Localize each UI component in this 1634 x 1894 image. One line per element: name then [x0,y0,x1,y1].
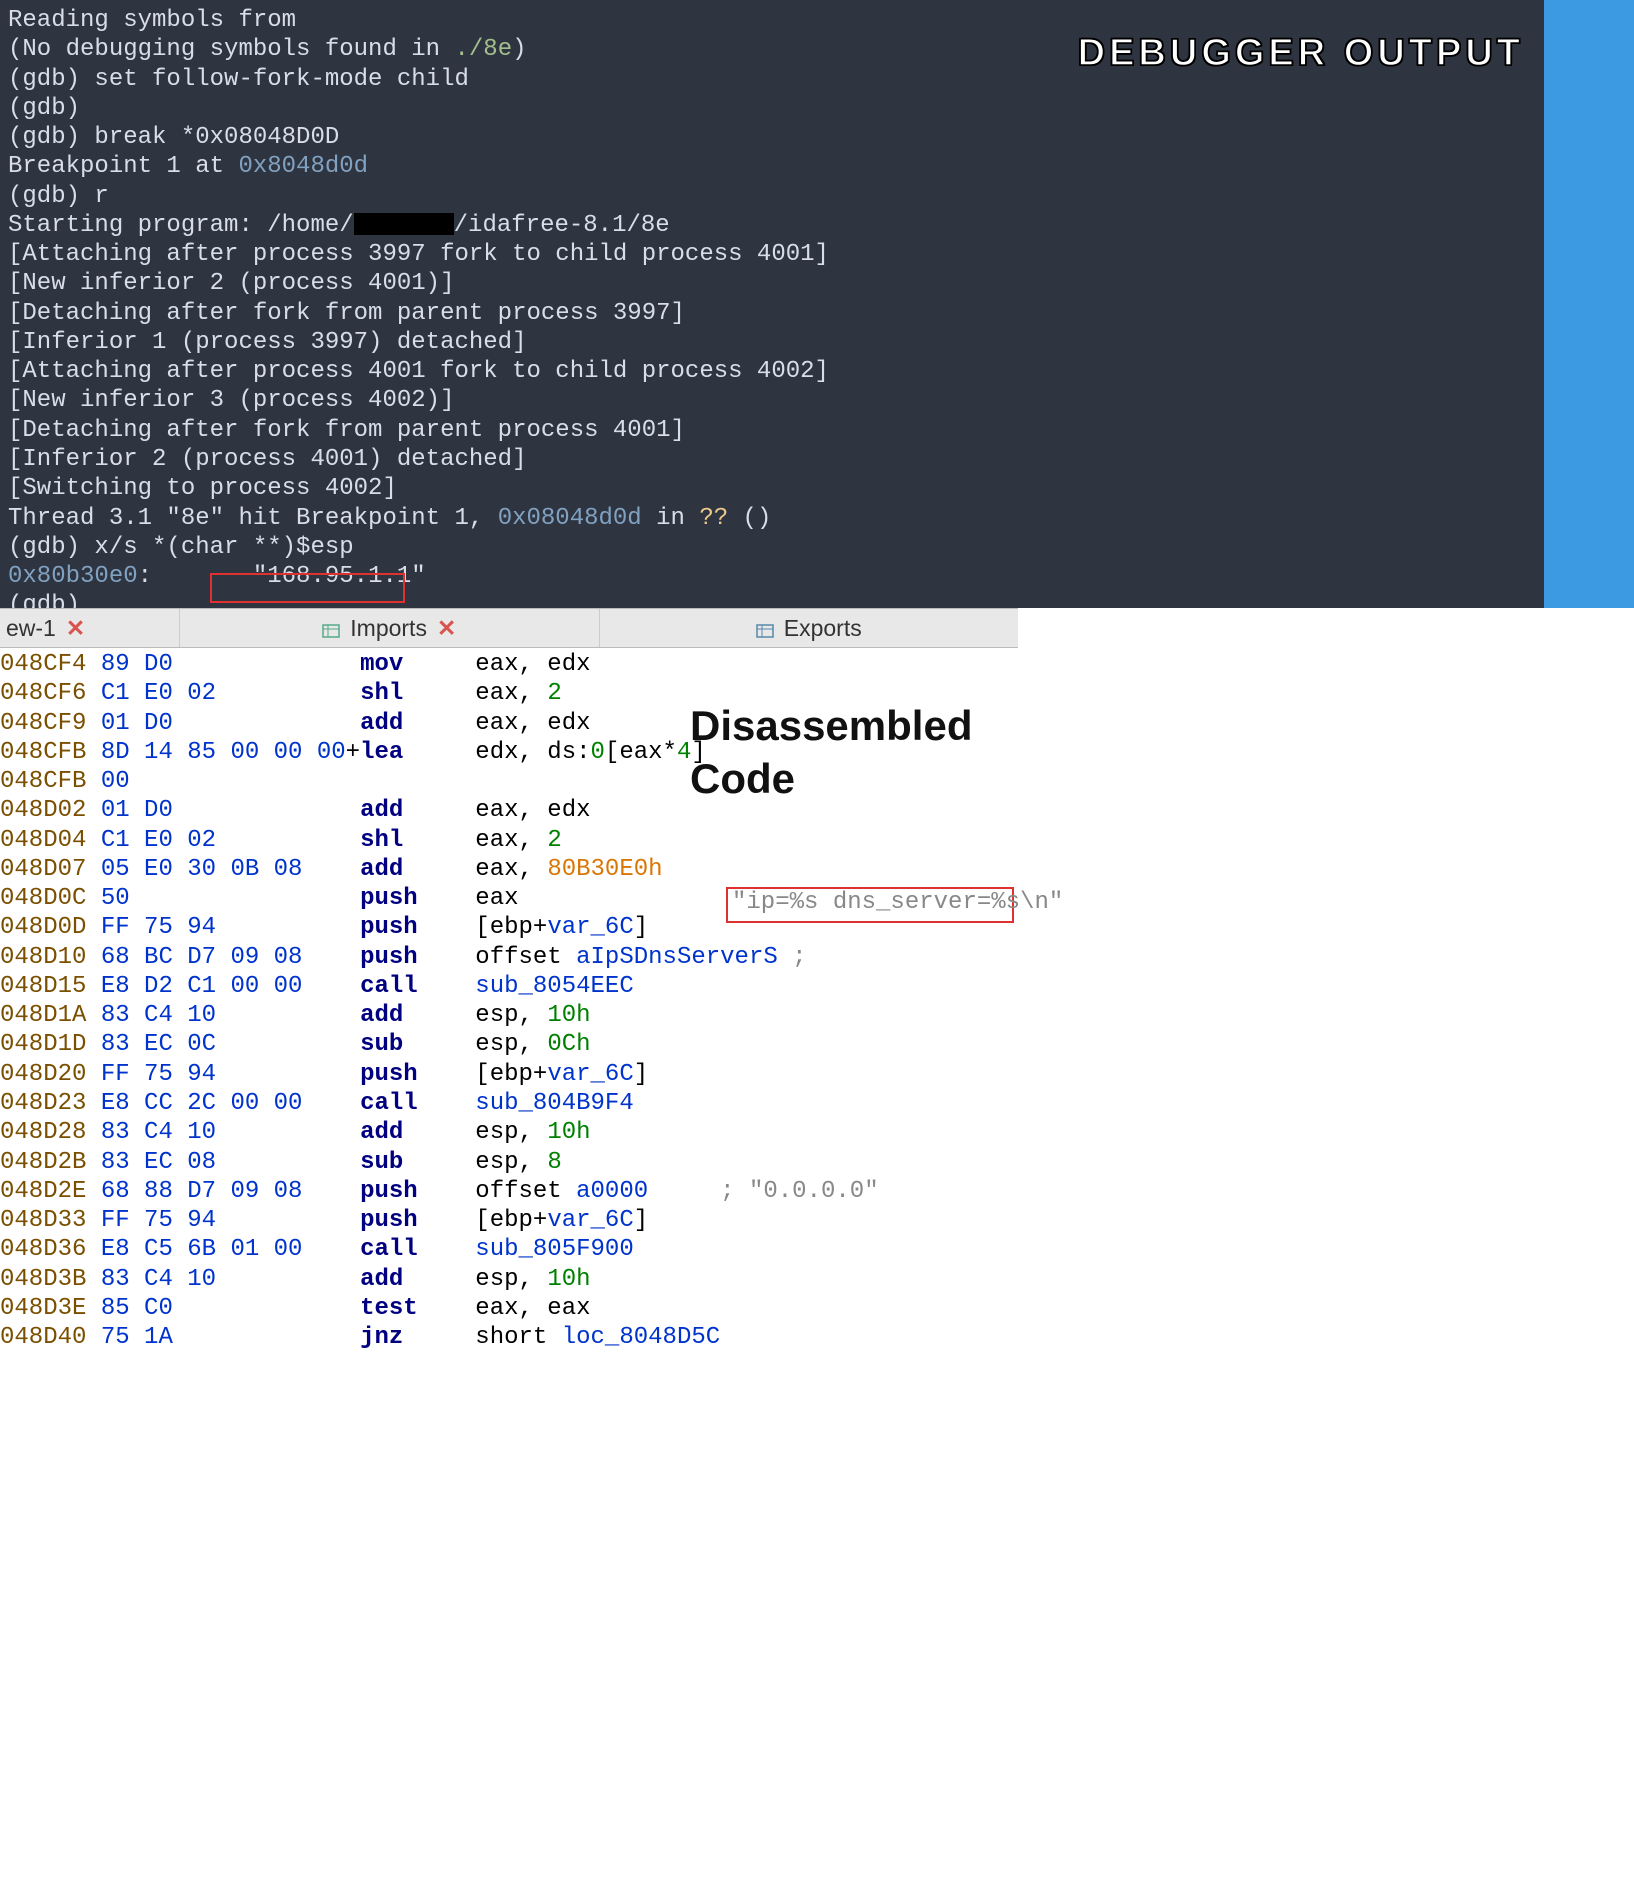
side-blue-strip [1544,0,1634,608]
disassembly-panel: Disassembled Code 048CF4 89 D0 mov eax, … [0,648,1634,1362]
debugger-line: Breakpoint 1 at 0x8048d0d [8,152,1626,181]
debugger-line: [New inferior 3 (process 4002)] [8,386,1626,415]
disasm-line: 048D36 E8 C5 6B 01 00 call sub_805F900 [0,1235,1634,1264]
disasm-line: 048D33 FF 75 94 push [ebp+var_6C] [0,1206,1634,1235]
disasm-line: 048D1A 83 C4 10 add esp, 10h [0,1001,1634,1030]
disasm-line: 048D2E 68 88 D7 09 08 push offset a0000 … [0,1177,1634,1206]
disasm-line: 048D3E 85 C0 test eax, eax [0,1294,1634,1323]
debugger-line: [Attaching after process 3997 fork to ch… [8,240,1626,269]
disasm-line: 048D40 75 1A jnz short loc_8048D5C [0,1323,1634,1352]
debugger-line: (gdb) break *0x08048D0D [8,123,1626,152]
debugger-line: Starting program: /home//idafree-8.1/8e [8,211,1626,240]
debugger-line: [Attaching after process 4001 fork to ch… [8,357,1626,386]
debugger-line: [New inferior 2 (process 4001)] [8,269,1626,298]
tab-imports[interactable]: Imports ✕ [180,609,600,647]
table-icon [322,619,340,637]
tab-exports[interactable]: Exports [600,609,1019,647]
debugger-line: [Inferior 1 (process 3997) detached] [8,328,1626,357]
close-icon[interactable]: ✕ [437,615,456,642]
debugger-line: (gdb) x/s *(char **)$esp [8,533,1626,562]
redacted-username [354,213,454,235]
ida-tabstrip: ew-1 ✕ Imports ✕ Exports [0,608,1018,648]
debugger-line: 0x80b30e0: "168.95.1.1" [8,562,1626,591]
debugger-overlay-title: DEBUGGER OUTPUT [1078,30,1524,76]
debugger-output-panel: DEBUGGER OUTPUT Reading symbols from (No… [0,0,1634,608]
disasm-line: 048CF4 89 D0 mov eax, edx [0,650,1634,679]
debugger-line: (gdb) r [8,182,1626,211]
tab-view-1[interactable]: ew-1 ✕ [0,609,180,647]
debugger-line: [Inferior 2 (process 4001) detached] [8,445,1626,474]
disasm-line: 048D0C 50 push eax [0,884,1634,913]
disasm-line: 048D28 83 C4 10 add esp, 10h [0,1118,1634,1147]
disasm-line: 048D20 FF 75 94 push [ebp+var_6C] [0,1060,1634,1089]
debugger-line: Thread 3.1 "8e" hit Breakpoint 1, 0x0804… [8,504,1626,533]
disasm-line: 048D2B 83 EC 08 sub esp, 8 [0,1148,1634,1177]
disasm-line: 048D1D 83 EC 0C sub esp, 0Ch [0,1030,1634,1059]
disasm-overlay-title: Disassembled Code [690,700,972,805]
disasm-line: 048D0D FF 75 94 push [ebp+var_6C] [0,913,1634,942]
disasm-line: 048D15 E8 D2 C1 00 00 call sub_8054EEC [0,972,1634,1001]
close-icon[interactable]: ✕ [66,615,85,642]
disasm-line: 048D3B 83 C4 10 add esp, 10h [0,1265,1634,1294]
tab-exports-label: Exports [784,615,862,642]
disasm-line: 048D10 68 BC D7 09 08 push offset aIpSDn… [0,943,1634,972]
tab-imports-label: Imports [350,615,427,642]
debugger-line: [Detaching after fork from parent proces… [8,299,1626,328]
tab-view-1-label: ew-1 [6,615,56,642]
debugger-line: [Switching to process 4002] [8,474,1626,503]
disasm-line: 048D23 E8 CC 2C 00 00 call sub_804B9F4 [0,1089,1634,1118]
debugger-line: (gdb) [8,591,1626,608]
debugger-lines: Reading symbols from (No debugging symbo… [8,6,1626,608]
disasm-line: 048D07 05 E0 30 0B 08 add eax, 80B30E0h [0,855,1634,884]
table-icon [756,619,774,637]
disasm-line: 048D04 C1 E0 02 shl eax, 2 [0,826,1634,855]
debugger-line: (gdb) [8,94,1626,123]
debugger-line: [Detaching after fork from parent proces… [8,416,1626,445]
